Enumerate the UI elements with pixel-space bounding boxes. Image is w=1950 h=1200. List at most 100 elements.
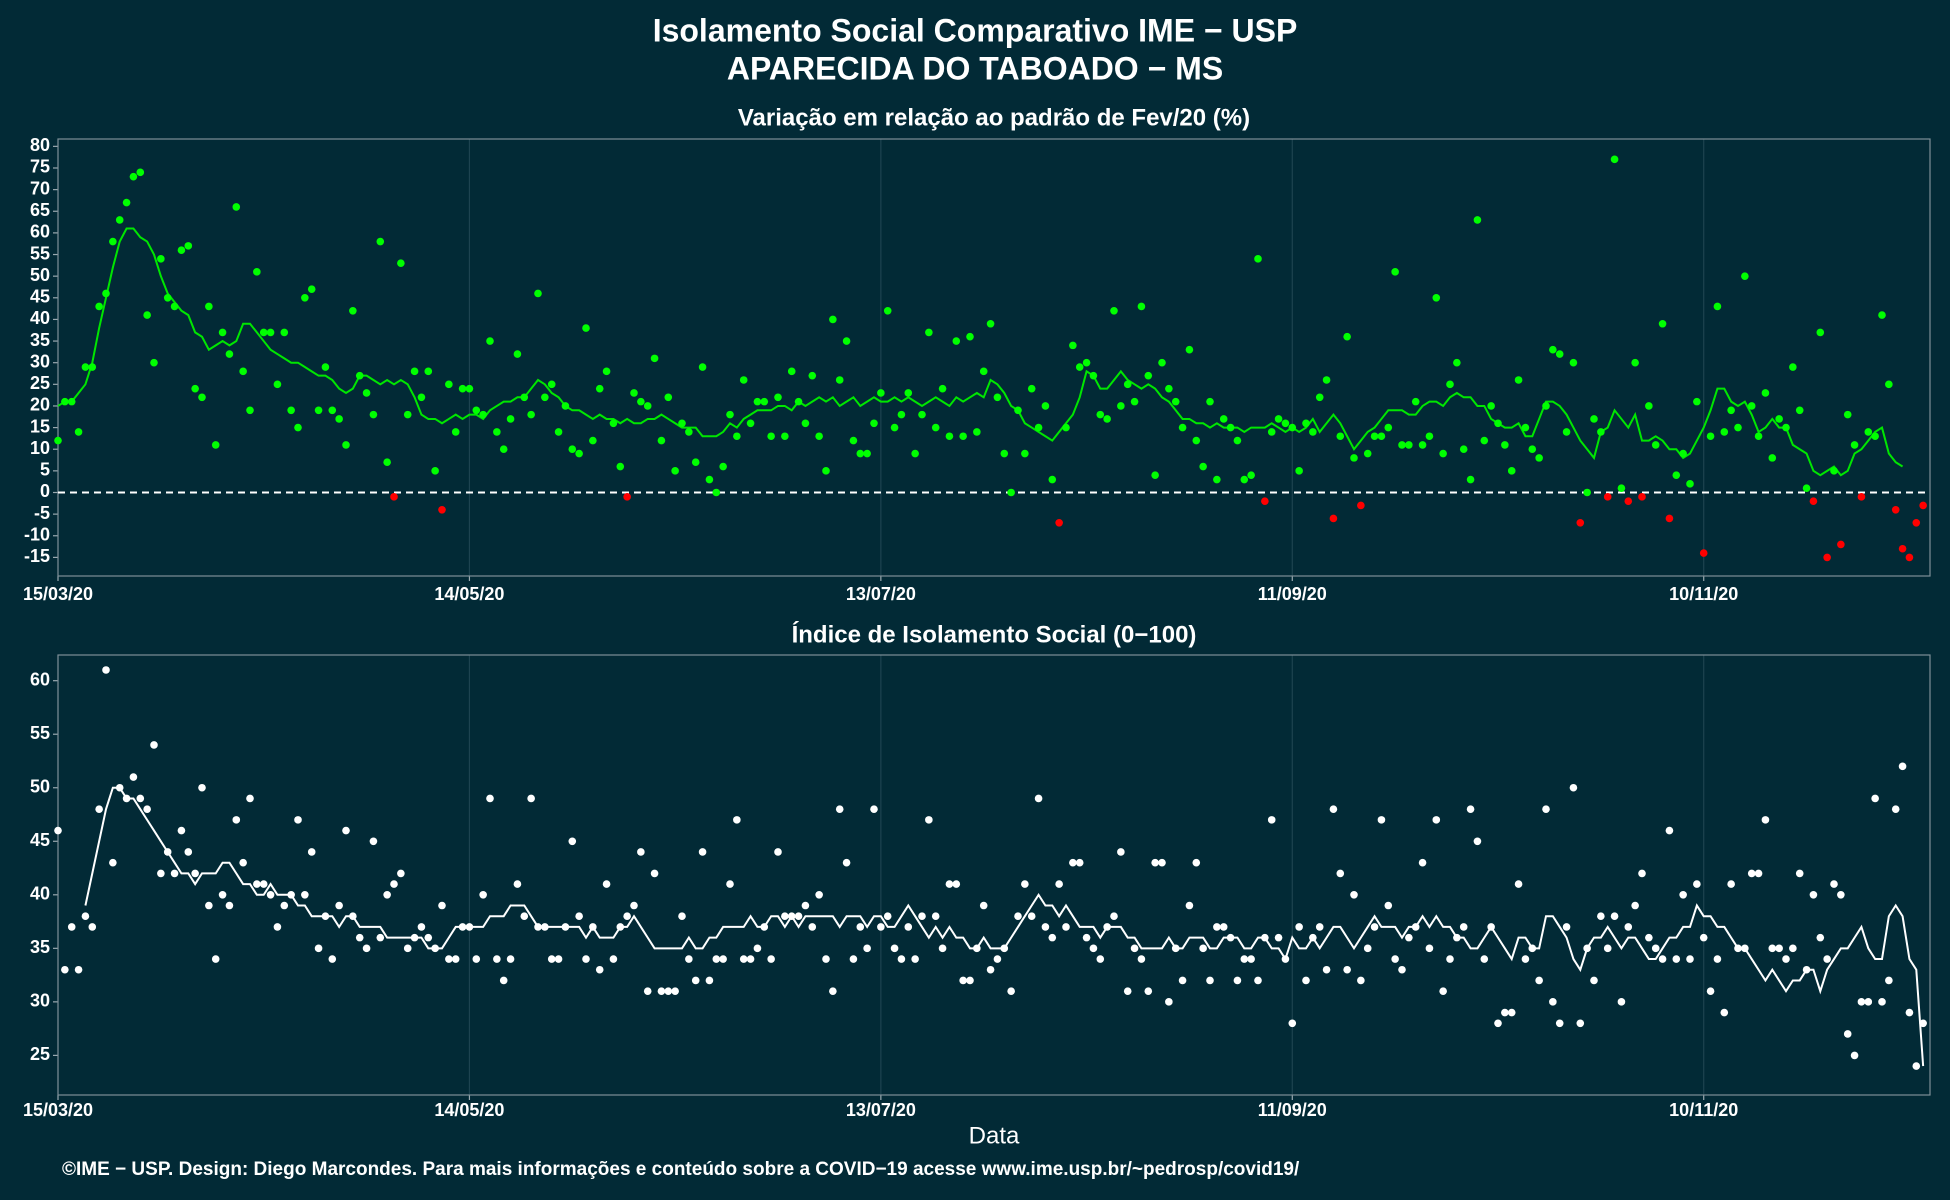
data-point	[691, 458, 700, 467]
data-point	[1384, 423, 1393, 432]
y-tick-label: 5	[40, 460, 50, 480]
data-point	[1391, 955, 1399, 963]
data-point	[1521, 955, 1530, 963]
data-point	[1501, 1008, 1509, 1017]
data-point	[1069, 341, 1077, 350]
data-point	[527, 794, 535, 803]
data-point	[890, 944, 899, 953]
data-point	[966, 976, 974, 985]
data-point	[1110, 912, 1118, 921]
data-point	[1651, 441, 1660, 449]
data-point	[959, 976, 967, 985]
data-point	[1096, 410, 1105, 419]
data-point	[1309, 428, 1317, 436]
data-point	[424, 933, 433, 942]
data-point	[355, 371, 364, 380]
data-point	[945, 880, 954, 888]
data-point	[1123, 987, 1132, 995]
data-point	[198, 783, 206, 792]
data-point	[657, 436, 666, 445]
data-point	[1041, 923, 1050, 931]
data-point	[616, 923, 625, 931]
data-point	[1775, 415, 1783, 423]
y-tick-label: 45	[30, 287, 50, 307]
data-point	[1466, 475, 1475, 484]
data-point	[561, 402, 570, 410]
data-point	[1350, 891, 1358, 899]
data-point	[890, 423, 899, 432]
data-point	[822, 955, 830, 963]
data-point	[1535, 976, 1543, 985]
data-point	[280, 901, 289, 910]
data-point	[1919, 501, 1927, 510]
data-point	[897, 955, 906, 963]
data-point	[918, 912, 926, 921]
y-tick-label: 25	[30, 373, 50, 393]
data-point	[163, 848, 172, 856]
data-point	[1555, 1019, 1564, 1028]
data-point	[623, 493, 631, 501]
data-point	[1768, 944, 1777, 953]
data-point	[1261, 933, 1269, 942]
data-point	[575, 912, 583, 921]
data-point	[1130, 397, 1139, 406]
data-point	[870, 805, 878, 813]
data-point	[1144, 371, 1153, 380]
data-point	[993, 955, 1002, 963]
data-point	[1507, 467, 1516, 475]
y-tick-label: 55	[30, 723, 50, 743]
data-point	[678, 419, 686, 428]
data-point	[184, 848, 193, 856]
data-point	[1494, 419, 1502, 428]
data-point	[1343, 332, 1351, 341]
data-point	[1823, 553, 1831, 562]
data-point	[1295, 923, 1303, 931]
data-point	[1713, 302, 1722, 311]
data-point	[1782, 955, 1790, 963]
data-point	[554, 428, 563, 436]
data-point	[1398, 441, 1406, 449]
data-point	[602, 367, 611, 376]
data-point	[1782, 423, 1790, 432]
data-point	[246, 406, 254, 415]
data-point	[1713, 955, 1722, 963]
data-point	[925, 328, 933, 337]
data-point	[1569, 783, 1578, 792]
data-point	[671, 467, 679, 475]
data-point	[211, 441, 220, 449]
data-point	[67, 397, 76, 406]
data-point	[307, 848, 316, 856]
data-point	[753, 397, 762, 406]
y-tick-label: -15	[24, 546, 50, 566]
data-point	[589, 923, 597, 931]
data-point	[1336, 432, 1345, 441]
data-point	[1603, 493, 1612, 501]
data-point	[424, 367, 433, 376]
data-point	[1439, 449, 1447, 458]
data-point	[877, 389, 885, 397]
data-point	[1151, 858, 1159, 867]
data-point	[218, 891, 227, 899]
data-point	[1446, 955, 1454, 963]
data-point	[1706, 987, 1715, 995]
data-point	[1240, 475, 1249, 484]
data-point	[273, 923, 282, 931]
data-point	[1562, 428, 1571, 436]
data-point	[966, 332, 974, 341]
data-point	[390, 493, 398, 501]
data-point	[1603, 944, 1612, 953]
data-point	[787, 912, 796, 921]
data-point	[678, 912, 686, 921]
data-point	[506, 955, 515, 963]
data-point	[801, 419, 810, 428]
data-point	[486, 337, 494, 345]
data-point	[465, 384, 474, 393]
data-point	[1185, 901, 1194, 910]
data-point	[691, 976, 700, 985]
y-tick-label: 80	[30, 135, 50, 155]
data-point	[1672, 955, 1681, 963]
data-point	[1597, 912, 1605, 921]
data-point	[650, 354, 659, 363]
data-point	[993, 393, 1002, 402]
data-point	[301, 293, 309, 302]
